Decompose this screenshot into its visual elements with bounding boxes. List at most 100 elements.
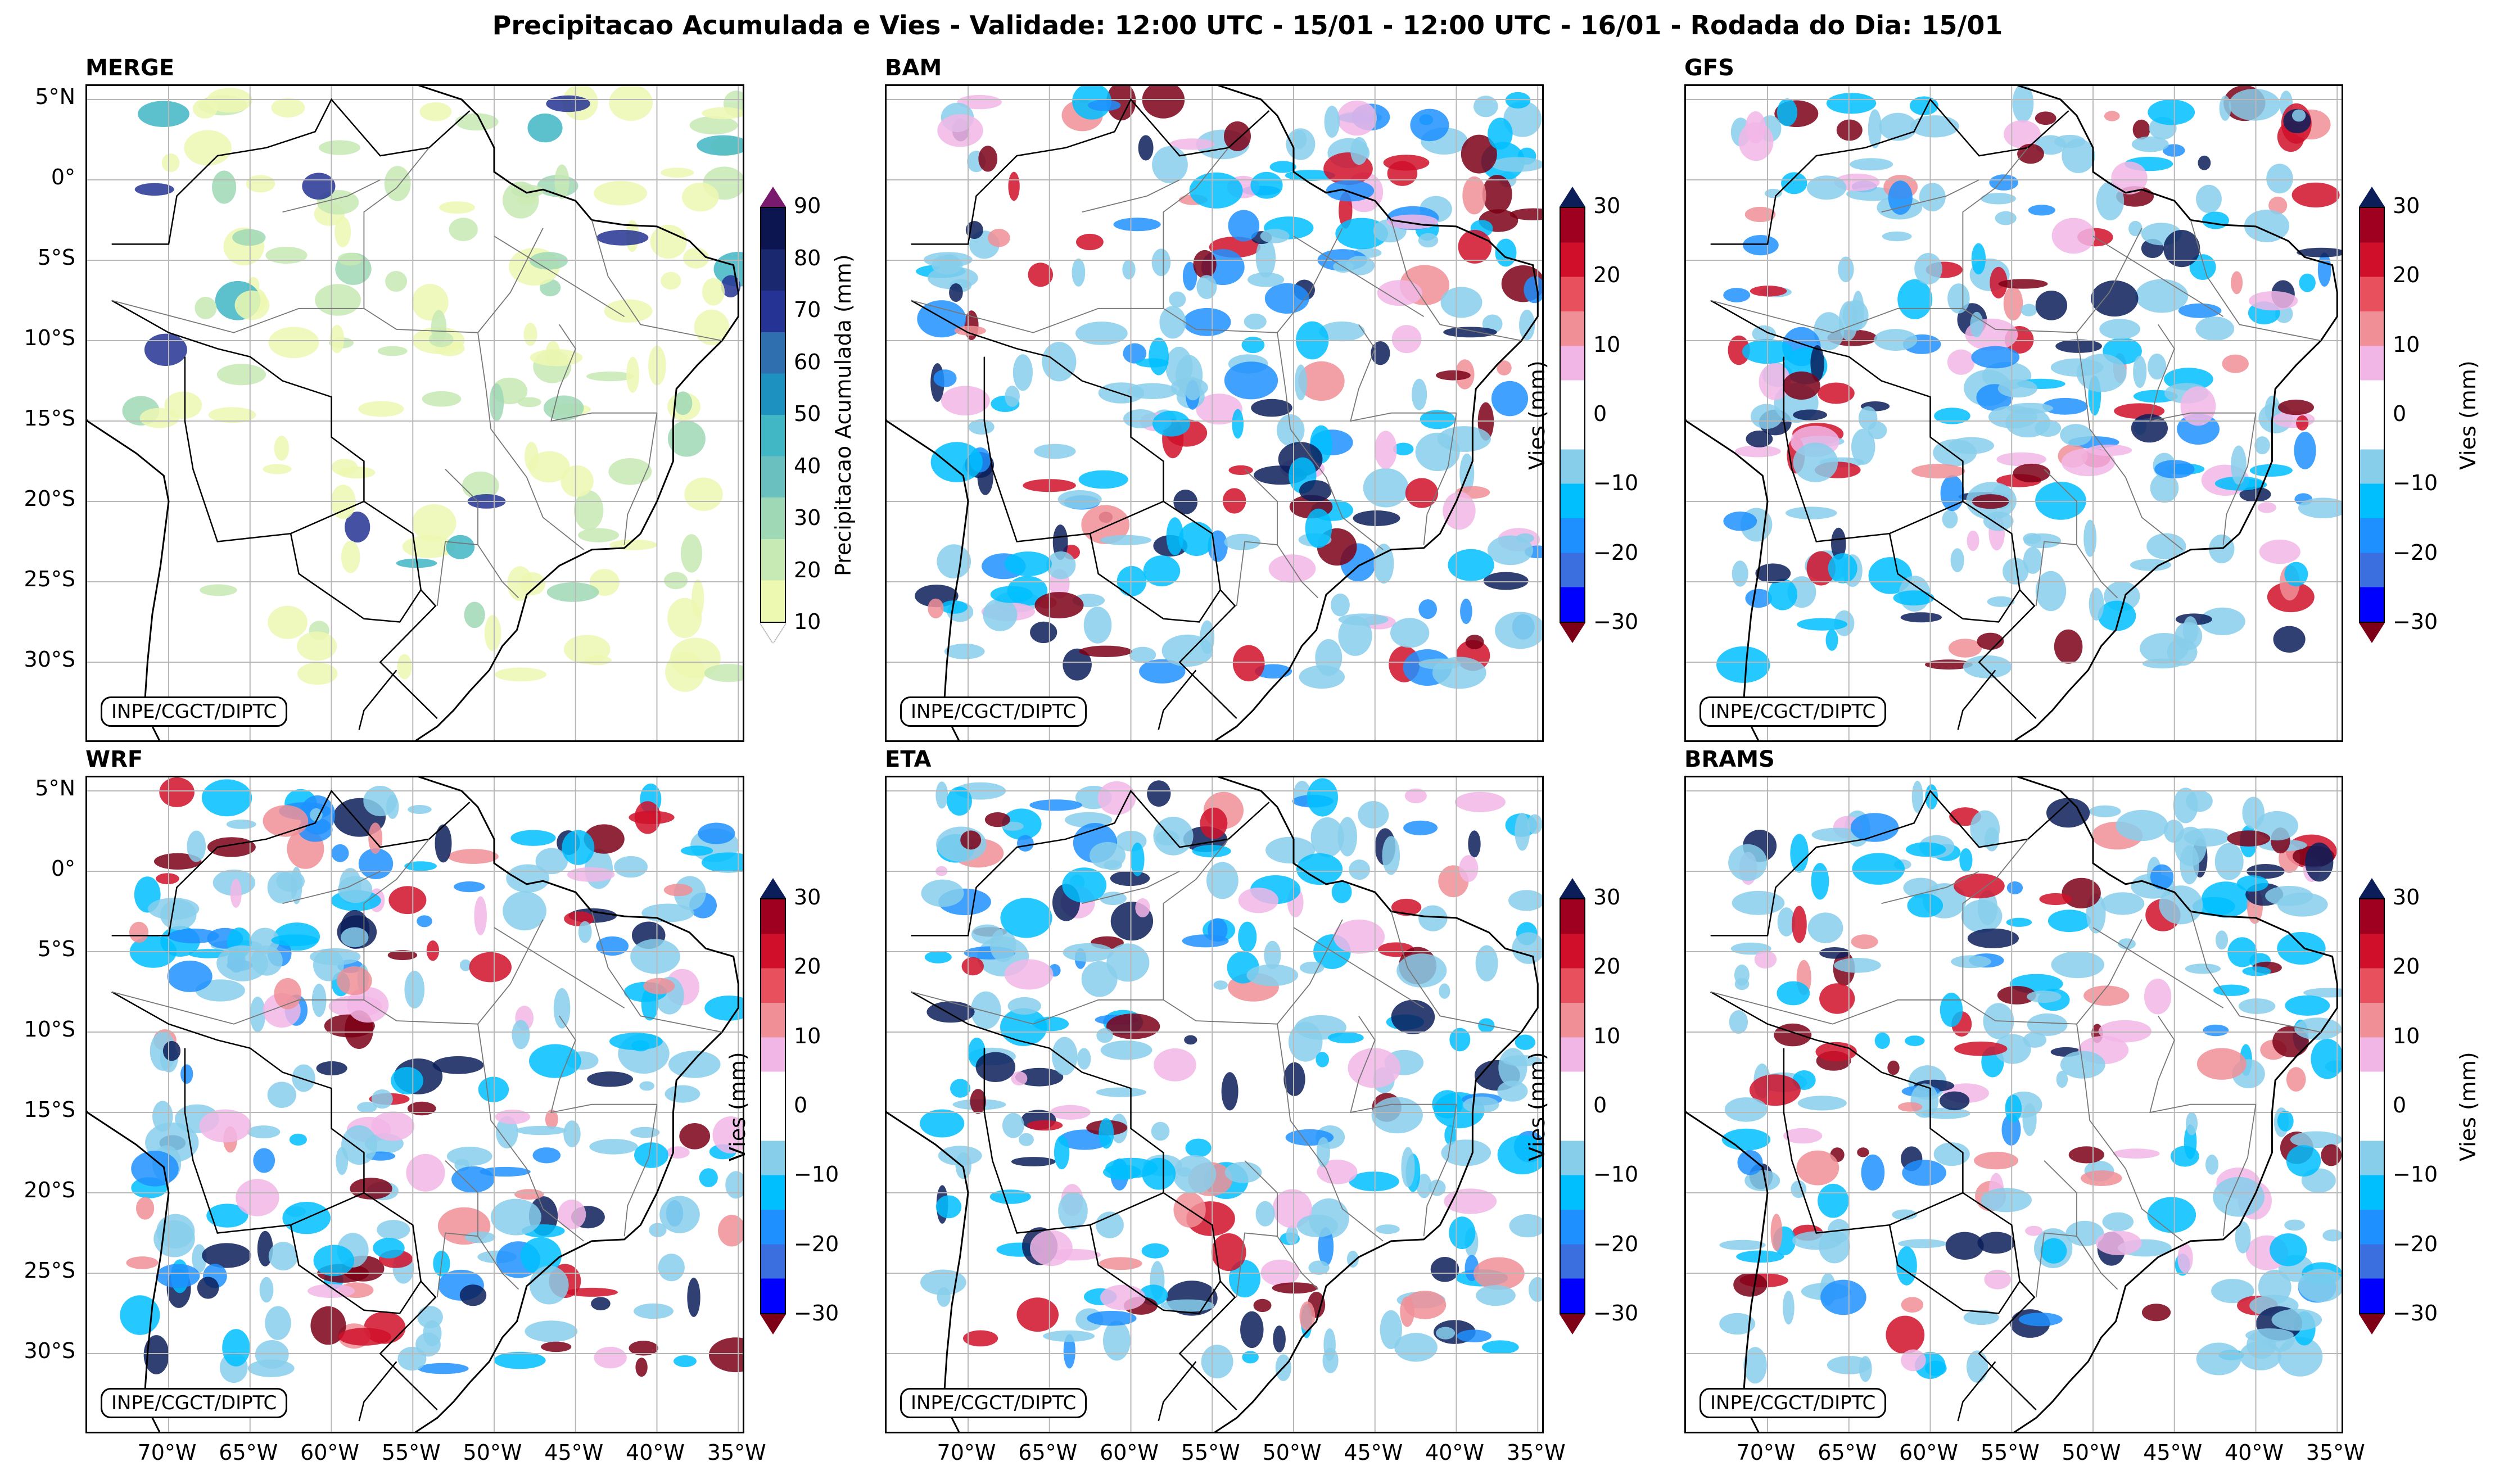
- map-panel-merge: INPE/CGCT/DIPTC: [85, 84, 744, 742]
- colorbar-tick: −20: [1593, 1231, 1639, 1256]
- field-patch: [1745, 589, 1772, 608]
- field-patch: [490, 1198, 542, 1236]
- state-border: [494, 927, 625, 1008]
- field-patch: [1139, 659, 1186, 684]
- field-patch: [1495, 612, 1542, 649]
- field-patch: [297, 662, 338, 685]
- field-patch: [626, 356, 639, 393]
- state-border: [1277, 1024, 1384, 1242]
- field-patch: [2286, 1145, 2321, 1177]
- field-patch: [1016, 1297, 1059, 1332]
- field-patch: [1790, 834, 1809, 873]
- field-patch: [1382, 836, 1400, 875]
- lat-label: 10°S: [24, 1017, 75, 1042]
- field-patch: [503, 891, 546, 931]
- field-patch: [2150, 473, 2179, 503]
- field-patch: [1474, 96, 1498, 117]
- field-patch: [960, 830, 982, 850]
- colorbar-tick: −20: [2393, 540, 2438, 565]
- field-patch: [1015, 1067, 1064, 1087]
- field-patch: [377, 1220, 410, 1240]
- field-patch: [2065, 1220, 2104, 1246]
- lon-label: 60°W: [1100, 1440, 1159, 1465]
- field-patch: [520, 1237, 562, 1275]
- field-patch: [917, 300, 966, 338]
- lat-label: 5°S: [37, 936, 75, 961]
- field-patch: [1752, 325, 1776, 342]
- field-patch: [1224, 1161, 1262, 1183]
- field-patch: [1090, 841, 1126, 869]
- field-patch: [2046, 798, 2090, 828]
- field-patch: [469, 952, 512, 983]
- lat-label: 30°S: [24, 647, 75, 672]
- field-patch: [1255, 238, 1276, 278]
- field-patch: [160, 899, 197, 930]
- field-patch: [1483, 572, 1529, 590]
- field-patch: [418, 1363, 469, 1374]
- field-patch: [1004, 551, 1052, 576]
- field-patch: [968, 419, 995, 435]
- field-patch: [1324, 106, 1340, 138]
- field-patch: [674, 1355, 697, 1367]
- field-patch: [525, 442, 539, 471]
- credit-badge: INPE/CGCT/DIPTC: [1700, 1388, 1887, 1418]
- field-patch: [1777, 98, 1797, 126]
- field-patch: [265, 247, 308, 264]
- field-patch: [462, 471, 499, 500]
- field-patch: [417, 915, 432, 928]
- field-patch: [1509, 208, 1542, 220]
- map-canvas: [87, 777, 743, 1432]
- field-patch: [2035, 482, 2086, 520]
- field-patch: [1487, 535, 1534, 565]
- state-border: [1163, 839, 1229, 1000]
- field-patch: [689, 116, 738, 135]
- field-patch: [2219, 96, 2231, 121]
- state-border: [282, 871, 381, 904]
- field-patch: [1062, 867, 1107, 903]
- field-patch: [2132, 119, 2150, 140]
- country-border: [1888, 533, 2021, 623]
- field-patch: [464, 601, 485, 628]
- field-patch: [1724, 1097, 1768, 1122]
- lon-label: 70°W: [1736, 1440, 1796, 1465]
- field-patch: [1443, 327, 1497, 338]
- field-patch: [1183, 307, 1231, 336]
- field-patch: [1759, 363, 1791, 400]
- field-patch: [2196, 184, 2222, 214]
- field-patch: [1777, 981, 1810, 1006]
- credit-badge: INPE/CGCT/DIPTC: [101, 696, 288, 727]
- state-border: [1881, 179, 1979, 213]
- field-patch: [1007, 997, 1041, 1015]
- lon-label: 70°W: [937, 1440, 996, 1465]
- field-patch: [1990, 266, 2008, 298]
- field-patch: [990, 586, 1033, 603]
- field-patch: [634, 1142, 668, 1168]
- field-patch: [335, 216, 351, 247]
- field-patch: [357, 1102, 377, 1113]
- field-patch: [2290, 1131, 2342, 1148]
- field-patch: [1096, 1028, 1113, 1043]
- colorbar-tick: 0: [2393, 401, 2407, 426]
- panel-title: MERGE: [85, 55, 175, 81]
- field-patch: [1079, 645, 1132, 657]
- graticule: [887, 777, 1542, 1432]
- field-patch: [1405, 478, 1439, 508]
- field-patch: [1034, 592, 1084, 619]
- field-patch: [947, 786, 972, 816]
- field-patch: [1185, 1138, 1212, 1157]
- field-patch: [1882, 231, 1912, 242]
- field-patch: [2013, 463, 2050, 483]
- graticule: [1686, 777, 2342, 1432]
- lat-label: 0°: [51, 856, 75, 881]
- field-patch: [1719, 1239, 1766, 1250]
- state-border: [911, 919, 1343, 1025]
- state-border: [1350, 1015, 1457, 1114]
- field-patch: [1893, 590, 1934, 606]
- field-patch: [1013, 354, 1033, 391]
- field-patch: [336, 1147, 349, 1175]
- field-patch: [1825, 629, 1838, 651]
- field-patch: [1942, 510, 1958, 529]
- state-border: [591, 911, 722, 1033]
- country-border: [983, 356, 1164, 542]
- field-patch: [1828, 553, 1857, 583]
